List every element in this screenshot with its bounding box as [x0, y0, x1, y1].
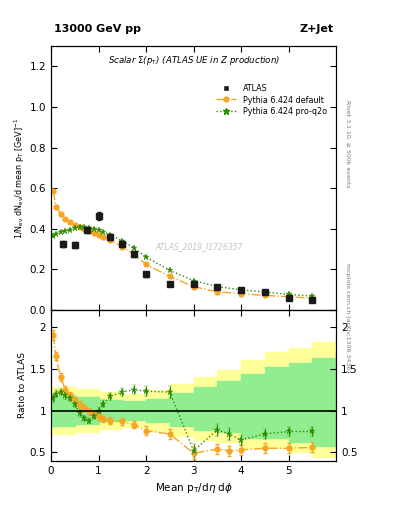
Text: ATLAS_2019_I1726357: ATLAS_2019_I1726357 — [156, 242, 243, 251]
X-axis label: Mean p$_{\rm T}$/d$\eta$ d$\phi$: Mean p$_{\rm T}$/d$\eta$ d$\phi$ — [154, 481, 233, 495]
Legend: ATLAS, Pythia 6.424 default, Pythia 6.424 pro-q2o: ATLAS, Pythia 6.424 default, Pythia 6.42… — [214, 82, 329, 118]
Y-axis label: 1/N$_{\rm ev}$ dN$_{\rm ev}$/d mean p$_{\rm T}$ [GeV]$^{-1}$: 1/N$_{\rm ev}$ dN$_{\rm ev}$/d mean p$_{… — [13, 117, 27, 239]
Text: Z+Jet: Z+Jet — [299, 24, 333, 34]
Y-axis label: Ratio to ATLAS: Ratio to ATLAS — [18, 352, 27, 418]
Text: Rivet 3.1.10, ≥ 500k events: Rivet 3.1.10, ≥ 500k events — [345, 99, 350, 187]
Text: 13000 GeV pp: 13000 GeV pp — [54, 24, 141, 34]
Text: mcplots.cern.ch [arXiv:1306.3436]: mcplots.cern.ch [arXiv:1306.3436] — [345, 263, 350, 372]
Text: Scalar $\Sigma$(p$_{\rm T}$) (ATLAS UE in Z production): Scalar $\Sigma$(p$_{\rm T}$) (ATLAS UE i… — [108, 54, 279, 67]
